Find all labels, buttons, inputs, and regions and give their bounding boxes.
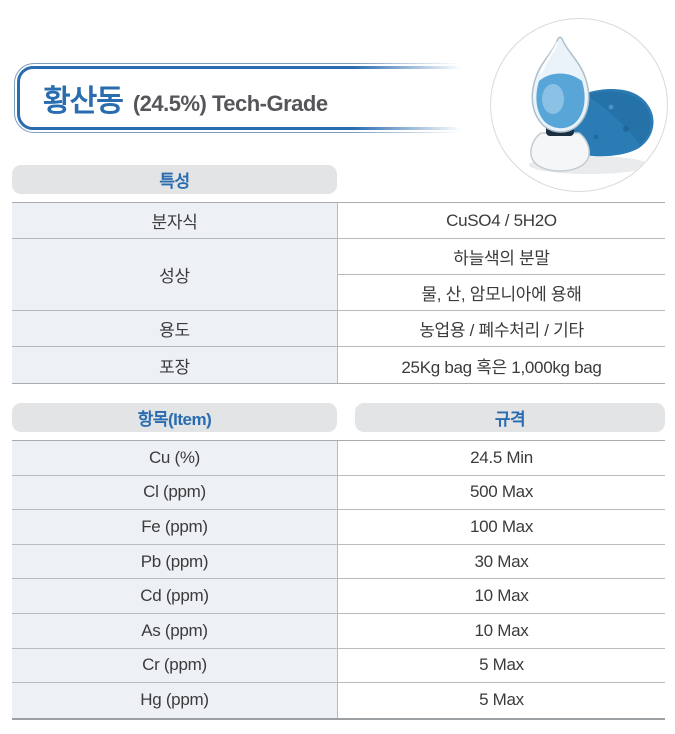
spec-item-cr: Cr (ppm) bbox=[12, 648, 338, 684]
product-detail: (24.5%) Tech-Grade bbox=[132, 91, 328, 116]
char-label-usage: 용도 bbox=[12, 311, 338, 347]
char-label-appearance: 성상 bbox=[12, 239, 338, 311]
product-name: 황산동 bbox=[43, 85, 124, 118]
spec-header-item-label: 항목(Item) bbox=[137, 410, 212, 429]
spec-item-cl: Cl (ppm) bbox=[12, 475, 338, 511]
spec-value-cl: 500 Max bbox=[338, 476, 665, 511]
spec-value-cr: 5 Max bbox=[338, 649, 665, 684]
spec-value-cd: 10 Max bbox=[338, 579, 665, 614]
spec-value-hg: 5 Max bbox=[479, 690, 524, 710]
spec-item-pb: Pb (ppm) bbox=[12, 544, 338, 580]
spec-value-cu: 24.5 Min bbox=[338, 441, 665, 476]
spec-item-cd: Cd (ppm) bbox=[12, 579, 338, 614]
char-value-usage: 농업용 / 폐수처리 / 기타 bbox=[338, 311, 665, 347]
char-value-appearance-1: 하늘색의 분말 bbox=[338, 239, 665, 275]
spec-value-pb: 30 Max bbox=[338, 545, 665, 580]
char-label-packing: 포장 bbox=[12, 347, 338, 383]
specification-table: Cu (%) 24.5 Min Cl (ppm) 500 Max Fe (ppm… bbox=[12, 440, 665, 720]
spec-value-fe: 100 Max bbox=[338, 510, 665, 545]
char-value-formula: CuSO4 / 5H2O bbox=[338, 203, 665, 239]
title-border-fade bbox=[353, 61, 503, 135]
characteristics-table: 분자식 CuSO4 / 5H2O 성상 하늘색의 분말 물, 산, 암모니아에 … bbox=[12, 202, 665, 384]
spec-header-spec-label: 규격 bbox=[494, 410, 526, 429]
char-label-formula: 분자식 bbox=[12, 203, 338, 239]
product-photo bbox=[490, 18, 668, 192]
spec-item-as: As (ppm) bbox=[12, 613, 338, 649]
section-heading-characteristics: 특성 bbox=[12, 165, 337, 194]
copper-sulfate-photo-illustration bbox=[529, 36, 654, 174]
page-title: 황산동 (24.5%) Tech-Grade bbox=[43, 76, 328, 120]
spec-item-cu: Cu (%) bbox=[12, 441, 338, 476]
char-value-packing: 25Kg bag 혹은 1,000kg bag bbox=[401, 357, 602, 377]
product-title-banner: 황산동 (24.5%) Tech-Grade bbox=[14, 61, 503, 135]
characteristics-heading-label: 특성 bbox=[159, 172, 190, 191]
char-value-appearance-2: 물, 산, 암모니아에 용해 bbox=[338, 275, 665, 311]
spec-header-item: 항목(Item) bbox=[12, 403, 337, 432]
spec-header-spec: 규격 bbox=[355, 403, 665, 432]
spec-value-as: 10 Max bbox=[338, 614, 665, 649]
spec-item-fe: Fe (ppm) bbox=[12, 510, 338, 545]
spec-item-hg: Hg (ppm) bbox=[12, 683, 338, 718]
